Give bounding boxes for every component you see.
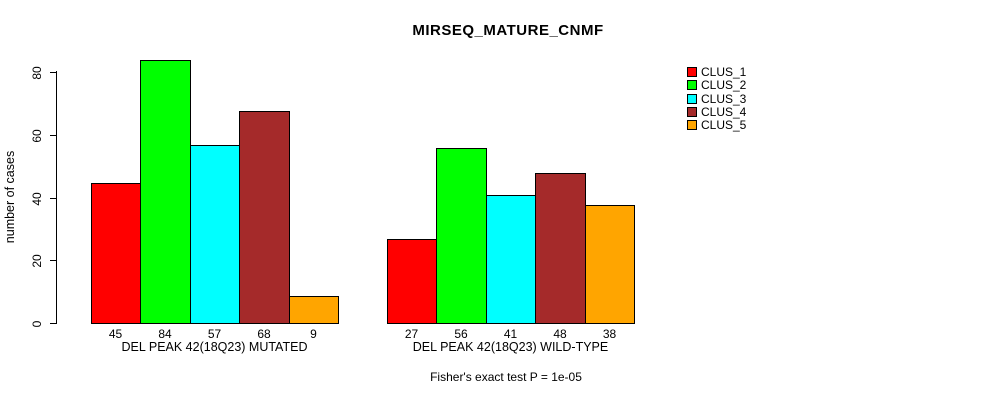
bar-value-label: 45 xyxy=(108,327,123,341)
bar-value-label: 56 xyxy=(454,327,468,341)
y-tick xyxy=(50,323,57,324)
chart-title: MIRSEQ_MATURE_CNMF xyxy=(412,22,604,39)
bar-value-label: 41 xyxy=(503,327,518,341)
bar xyxy=(190,145,240,324)
legend-label: CLUS_3 xyxy=(701,92,747,106)
bar-value-label: 57 xyxy=(207,327,222,341)
legend-swatch xyxy=(687,107,697,117)
bar xyxy=(585,205,635,324)
bar-value-label: 84 xyxy=(158,327,172,341)
bar-value-label: 27 xyxy=(404,327,419,341)
x-axis-group-label: DEL PEAK 42(18Q23) MUTATED xyxy=(121,340,308,354)
legend-swatch xyxy=(687,120,697,130)
y-axis-line xyxy=(56,71,57,324)
y-tick xyxy=(50,260,57,261)
legend-label: CLUS_5 xyxy=(701,118,747,132)
bar xyxy=(535,173,586,324)
bar xyxy=(140,60,191,324)
legend-label: CLUS_4 xyxy=(701,105,747,119)
legend-label: CLUS_2 xyxy=(701,78,747,92)
legend-swatch xyxy=(687,80,697,90)
y-tick xyxy=(50,72,57,73)
y-tick-label: 60 xyxy=(30,128,44,143)
bar xyxy=(91,183,141,324)
bar xyxy=(486,195,536,324)
bar xyxy=(239,111,290,324)
y-tick-label: 0 xyxy=(30,320,44,327)
y-tick xyxy=(50,198,57,199)
bar-value-label: 48 xyxy=(553,327,567,341)
y-tick-label: 40 xyxy=(30,191,44,206)
legend-swatch xyxy=(687,67,697,77)
y-axis-label: number of cases xyxy=(3,150,17,244)
x-axis-group-label: DEL PEAK 42(18Q23) WILD-TYPE xyxy=(412,340,609,354)
y-tick-label: 80 xyxy=(30,65,44,80)
legend-swatch xyxy=(687,94,697,104)
bar xyxy=(436,148,487,324)
y-tick xyxy=(50,135,57,136)
bar-value-label: 68 xyxy=(257,327,271,341)
bar xyxy=(289,296,339,324)
y-tick-label: 20 xyxy=(30,253,44,268)
bar-value-label: 9 xyxy=(310,327,317,341)
bar xyxy=(387,239,437,324)
legend-label: CLUS_1 xyxy=(701,65,747,79)
bar-value-label: 38 xyxy=(602,327,617,341)
footnote-text: Fisher's exact test P = 1e-05 xyxy=(430,370,582,384)
